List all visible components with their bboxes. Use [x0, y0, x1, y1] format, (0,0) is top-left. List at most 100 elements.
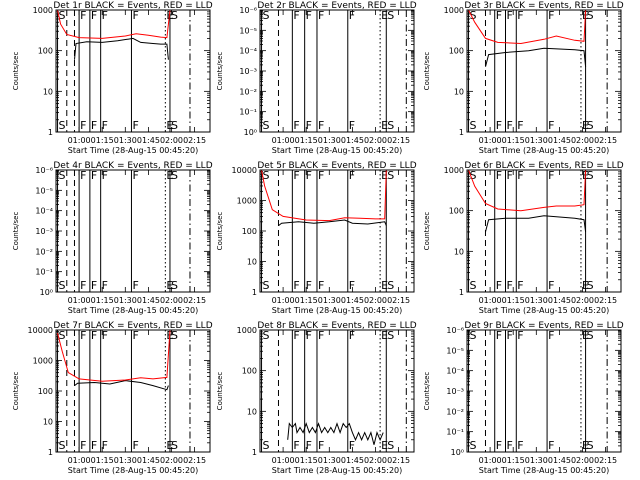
event-marker-label: F: [132, 169, 138, 182]
lld-rate-line: [57, 9, 171, 39]
y-tick-label: 10⁻⁴: [446, 367, 464, 376]
event-marker-label: S: [59, 9, 66, 22]
event-marker-label: F: [91, 119, 97, 132]
event-marker-label: F: [507, 169, 513, 182]
x-tick-label: 01:00: [272, 456, 295, 465]
x-tick-label: 01:30: [525, 136, 548, 145]
x-tick-label: 01:30: [318, 296, 341, 305]
chart-panel: Det 8r BLACK = Events, RED = LLD Counts/s…: [216, 321, 417, 475]
y-tick-label: 10: [247, 407, 257, 416]
event-marker-label: S: [171, 119, 178, 132]
event-marker-label: F: [349, 329, 355, 342]
y-tick-label: 10⁻³: [35, 227, 53, 236]
event-marker-label: F: [507, 329, 513, 342]
event-marker-label: F: [306, 279, 312, 292]
event-rate-line: [287, 422, 384, 445]
x-tick-label: 02:15: [183, 456, 206, 465]
event-marker-label: F: [349, 9, 355, 22]
lld-rate-line: [261, 169, 387, 222]
y-tick-label: 10⁻⁵: [35, 186, 53, 195]
event-marker-label: F: [132, 9, 138, 22]
event-marker-label: F: [548, 439, 554, 452]
x-tick-label: 01:15: [91, 296, 114, 305]
event-marker-label: S: [587, 9, 594, 22]
event-marker-label: S: [387, 9, 394, 22]
event-marker-label: S: [263, 329, 270, 342]
x-tick-label: 01:30: [318, 456, 341, 465]
event-marker-label: E: [381, 329, 388, 342]
plot-frame: [259, 9, 415, 133]
lld-rate-line: [468, 9, 587, 45]
y-axis-label: Counts/sec: [12, 212, 20, 251]
x-axis-label: Start Time (28-Aug-15 00:45:20): [272, 146, 403, 155]
plot-frame: [55, 9, 211, 133]
x-tick-label: 01:45: [137, 296, 160, 305]
x-axis-label: Start Time (28-Aug-15 00:45:20): [68, 146, 199, 155]
event-marker-label: F: [318, 329, 324, 342]
plot-frame: [466, 169, 622, 293]
chart-title: Det 6r BLACK = Events, RED = LLD: [464, 161, 623, 171]
event-marker-label: S: [59, 119, 66, 132]
event-marker-label: S: [263, 279, 270, 292]
event-marker-label: F: [496, 279, 502, 292]
event-marker-label: S: [470, 169, 477, 182]
event-marker-label: F: [548, 169, 554, 182]
chart-title: Det 7r BLACK = Events, RED = LLD: [53, 321, 212, 331]
x-tick-label: 02:15: [594, 136, 617, 145]
y-tick-label: 10⁻¹: [239, 108, 257, 117]
event-marker-label: F: [293, 169, 299, 182]
y-tick-label: 10⁻²: [35, 247, 53, 256]
event-marker-label: S: [587, 439, 594, 452]
plot-frame: [55, 329, 211, 453]
event-marker-label: S: [263, 119, 270, 132]
event-marker-label: S: [387, 329, 394, 342]
x-tick-label: 02:15: [387, 296, 410, 305]
event-marker-label: F: [306, 169, 312, 182]
event-marker-label: F: [306, 119, 312, 132]
event-marker-label: F: [91, 169, 97, 182]
y-tick-label: 10⁻³: [446, 387, 464, 396]
event-marker-label: S: [470, 9, 477, 22]
x-tick-label: 02:00: [364, 136, 387, 145]
plot-frame: [259, 329, 415, 453]
x-tick-label: 01:15: [295, 136, 318, 145]
chart-title: Det 2r BLACK = Events, RED = LLD: [257, 1, 416, 11]
event-marker-label: S: [171, 329, 178, 342]
event-marker-label: F: [306, 9, 312, 22]
plot-frame: [55, 169, 211, 293]
x-tick-label: 02:15: [183, 296, 206, 305]
x-tick-label: 01:15: [502, 456, 525, 465]
event-marker-label: F: [318, 9, 324, 22]
event-rate-line: [485, 215, 587, 233]
y-tick-label: 1: [48, 448, 53, 457]
y-tick-label: 10: [454, 247, 464, 256]
event-marker-label: F: [132, 329, 138, 342]
event-marker-label: F: [548, 279, 554, 292]
y-tick-label: 10⁻⁴: [239, 47, 257, 56]
event-marker-label: F: [306, 329, 312, 342]
event-marker-label: F: [496, 169, 502, 182]
x-axis-label: Start Time (28-Aug-15 00:45:20): [68, 466, 199, 475]
chart-title: Det 3r BLACK = Events, RED = LLD: [464, 1, 623, 11]
event-marker-label: S: [470, 329, 477, 342]
y-axis-label: Counts/sec: [12, 52, 20, 91]
x-tick-label: 01:30: [525, 296, 548, 305]
event-marker-label: S: [59, 169, 66, 182]
event-marker-label: F: [318, 279, 324, 292]
x-tick-label: 01:45: [341, 296, 364, 305]
y-tick-label: 100: [38, 387, 53, 396]
y-tick-label: 10⁻⁵: [239, 26, 257, 35]
y-tick-label: 10⁻⁴: [35, 207, 53, 216]
x-tick-label: 01:00: [68, 296, 91, 305]
event-marker-label: F: [80, 169, 86, 182]
x-tick-label: 01:15: [502, 296, 525, 305]
event-marker-label: S: [171, 279, 178, 292]
event-marker-label: E: [381, 119, 388, 132]
event-marker-label: F: [507, 439, 513, 452]
event-marker-label: S: [263, 9, 270, 22]
y-tick-label: 100: [242, 367, 257, 376]
event-marker-label: F: [517, 9, 523, 22]
chart-panel: Det 2r BLACK = Events, RED = LLD Counts/s…: [216, 1, 417, 155]
x-tick-label: 02:00: [364, 296, 387, 305]
y-tick-label: 10⁻²: [239, 87, 257, 96]
